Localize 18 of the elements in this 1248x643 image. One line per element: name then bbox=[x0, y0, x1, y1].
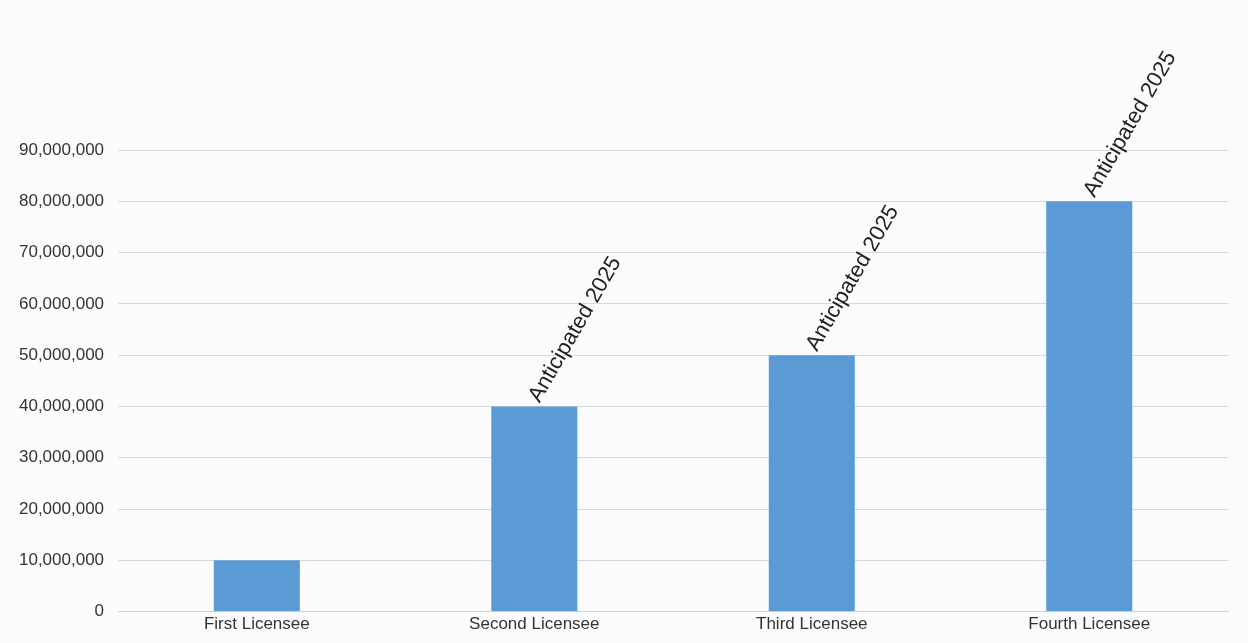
y-tick-label: 70,000,000 bbox=[18, 242, 105, 262]
y-tick-label: 20,000,000 bbox=[18, 498, 105, 518]
y-tick-label: 90,000,000 bbox=[18, 139, 105, 159]
y-tick-label: 60,000,000 bbox=[18, 293, 105, 313]
x-tick-label: Fourth Licensee bbox=[1028, 614, 1151, 634]
bar bbox=[768, 355, 855, 612]
y-tick-label: 0 bbox=[94, 601, 105, 621]
y-tick-label: 40,000,000 bbox=[18, 396, 105, 416]
y-tick-label: 30,000,000 bbox=[18, 447, 105, 467]
y-tick-label: 80,000,000 bbox=[18, 190, 105, 210]
y-tick-label: 50,000,000 bbox=[18, 344, 105, 364]
bar bbox=[1046, 201, 1133, 612]
x-tick-label: Second Licensee bbox=[469, 614, 600, 634]
x-tick-label: Third Licensee bbox=[756, 614, 868, 634]
x-tick-label: First Licensee bbox=[203, 614, 310, 634]
bar bbox=[491, 406, 578, 612]
y-tick-label: 10,000,000 bbox=[18, 550, 105, 569]
bar bbox=[213, 560, 300, 612]
